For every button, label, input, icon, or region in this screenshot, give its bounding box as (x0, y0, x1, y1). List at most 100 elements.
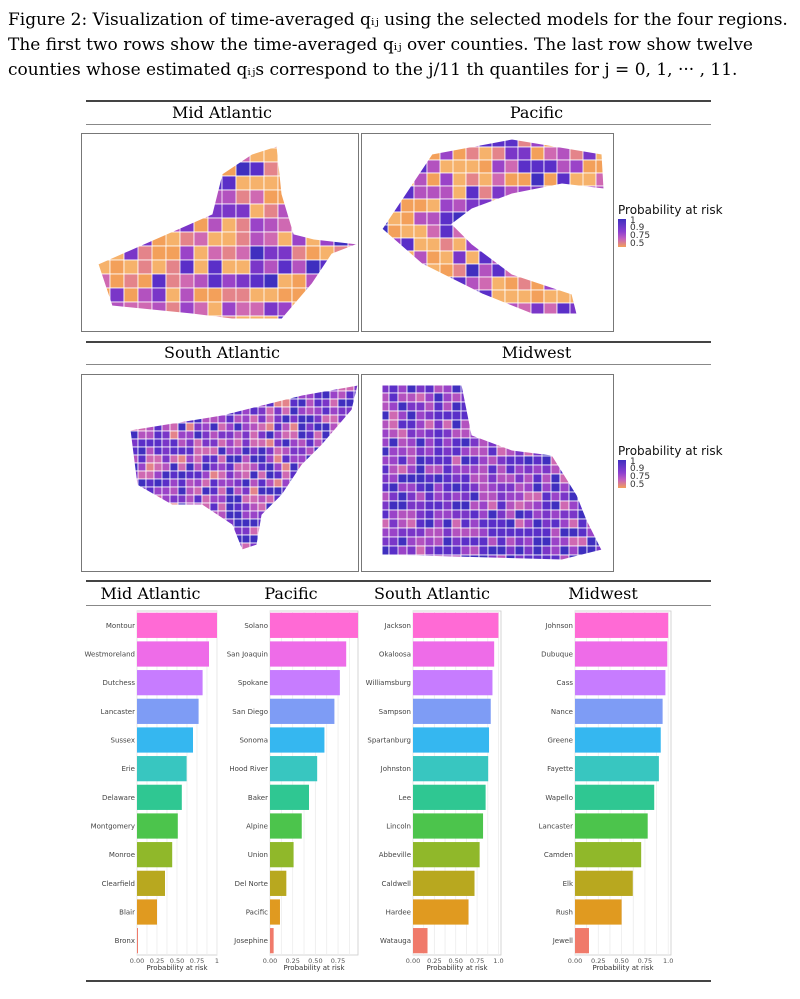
category-label: Erie (121, 765, 135, 773)
mid-atlantic-map-panel (81, 133, 359, 332)
bar-fayette (575, 756, 659, 782)
bar-pacific (270, 899, 280, 925)
bar-camden (575, 842, 642, 868)
bar-clearfield (137, 870, 165, 896)
bar-baker (270, 784, 310, 810)
bar-elk (575, 870, 633, 896)
category-label: Baker (248, 794, 268, 802)
category-label: Nance (551, 708, 573, 716)
bar-header-midwest: Midwest (568, 584, 638, 603)
category-label: Jackson (383, 622, 411, 630)
bar-spokane (270, 670, 340, 696)
legend-row2: Probability at risk 1 0.9 0.75 0.5 (618, 444, 728, 504)
region-outline (381, 138, 605, 315)
bar-jackson (413, 612, 499, 638)
bar-chart-south-atlantic: Jackson Okaloosa Williamsburg Sampson Sparta… (366, 610, 504, 972)
bar-caldwell (413, 870, 475, 896)
bar-lancaster (137, 698, 199, 724)
x-tick-label: 0.00 (263, 957, 277, 965)
bar-header-pacific: Pacific (264, 584, 318, 603)
bar-sussex (137, 727, 193, 753)
bar-okaloosa (413, 641, 495, 667)
county-cells (130, 385, 358, 550)
legend-color-bar (618, 219, 626, 247)
bar-header-mid-atlantic: Mid Atlantic (100, 584, 201, 603)
category-label: Josephine (233, 937, 268, 945)
category-label: Alpine (246, 823, 268, 831)
x-tick-label: 0.75 (470, 957, 484, 965)
x-axis-label: Probability at risk (146, 964, 208, 972)
legend-tick: 0.9 (630, 464, 645, 474)
bar-erie (137, 756, 187, 782)
category-label: Sussex (111, 737, 136, 745)
category-label: Johnson (544, 622, 573, 630)
bar-lancaster (575, 813, 648, 839)
plot-area (269, 610, 359, 956)
category-label: Pacific (246, 909, 268, 917)
x-tick-label: 0.25 (285, 957, 299, 965)
legend-color-bar (618, 460, 626, 488)
category-label: Hood River (229, 765, 268, 773)
category-label: Watauga (380, 937, 411, 945)
county-cells (382, 139, 604, 314)
legend-tick: 0.9 (630, 223, 645, 233)
caption-line-3: counties whose estimated qᵢⱼs correspond… (8, 60, 738, 80)
category-label: Lancaster (539, 823, 573, 831)
category-label: San Diego (232, 708, 268, 716)
bar-johnson (575, 612, 669, 638)
pacific-county-map (381, 138, 605, 315)
bar-wapello (575, 784, 655, 810)
bar-greene (575, 727, 661, 753)
bar-hardee (413, 899, 469, 925)
x-tick-label: 0.50 (308, 957, 322, 965)
mid-atlantic-county-map (97, 145, 359, 320)
bar-chart-mid-atlantic: Montour Westmoreland Dutchess Lancaster Suss… (85, 610, 219, 972)
x-tick-label: 0.50 (614, 957, 628, 965)
bar-solano (270, 612, 358, 638)
bar-header-south-atlantic: South Atlantic (374, 584, 490, 603)
category-label: Lee (399, 794, 411, 802)
bar-johnston (413, 756, 489, 782)
x-tick-label: 1 (215, 957, 219, 965)
category-label: Del Norte (235, 880, 268, 888)
category-label: Sampson (379, 708, 411, 716)
category-label: Delaware (102, 794, 135, 802)
bar-sonoma (270, 727, 325, 753)
category-label: Solano (244, 622, 268, 630)
x-tick-label: 0.25 (427, 957, 441, 965)
bar-alpine (270, 813, 302, 839)
bar-union (270, 842, 294, 868)
category-label: Wapello (545, 794, 573, 802)
midwest-county-map (381, 384, 603, 561)
x-tick-label: 0.00 (568, 957, 582, 965)
row3-bottom-rule (86, 980, 711, 982)
legend-tick: 0.5 (630, 239, 645, 249)
category-label: Williamsburg (366, 679, 411, 687)
category-label: Union (248, 851, 268, 859)
row3-top-rule (86, 580, 711, 582)
bar-chart-midwest: Johnson Dubuque Cass Nance Greene Fayette Wape… (539, 610, 673, 972)
x-axis-label: Probability at risk (592, 964, 654, 972)
x-axis-label: Probability at risk (283, 964, 345, 972)
row2-top-rule (86, 341, 711, 343)
category-label: Lancaster (101, 708, 135, 716)
category-label: Rush (556, 909, 573, 917)
bar-san-joaquin (270, 641, 347, 667)
x-tick-label: 0.25 (150, 957, 164, 965)
legend-tick: 0.75 (630, 472, 651, 482)
category-label: Montour (106, 622, 135, 630)
pacific-map-panel (361, 133, 614, 332)
x-tick-label: 0.00 (406, 957, 420, 965)
bar-blair (137, 899, 157, 925)
category-label: Sonoma (239, 737, 268, 745)
legend-title: Probability at risk (618, 444, 723, 458)
category-label: Okaloosa (379, 651, 411, 659)
row1-header-rule (86, 124, 711, 125)
bar-del-norte (270, 870, 287, 896)
bar-monroe (137, 842, 173, 868)
legend-tick: 1 (630, 457, 636, 467)
bar-lincoln (413, 813, 484, 839)
row2-left-header: South Atlantic (164, 343, 280, 362)
county-cells (382, 385, 602, 560)
category-label: Cass (557, 679, 574, 687)
